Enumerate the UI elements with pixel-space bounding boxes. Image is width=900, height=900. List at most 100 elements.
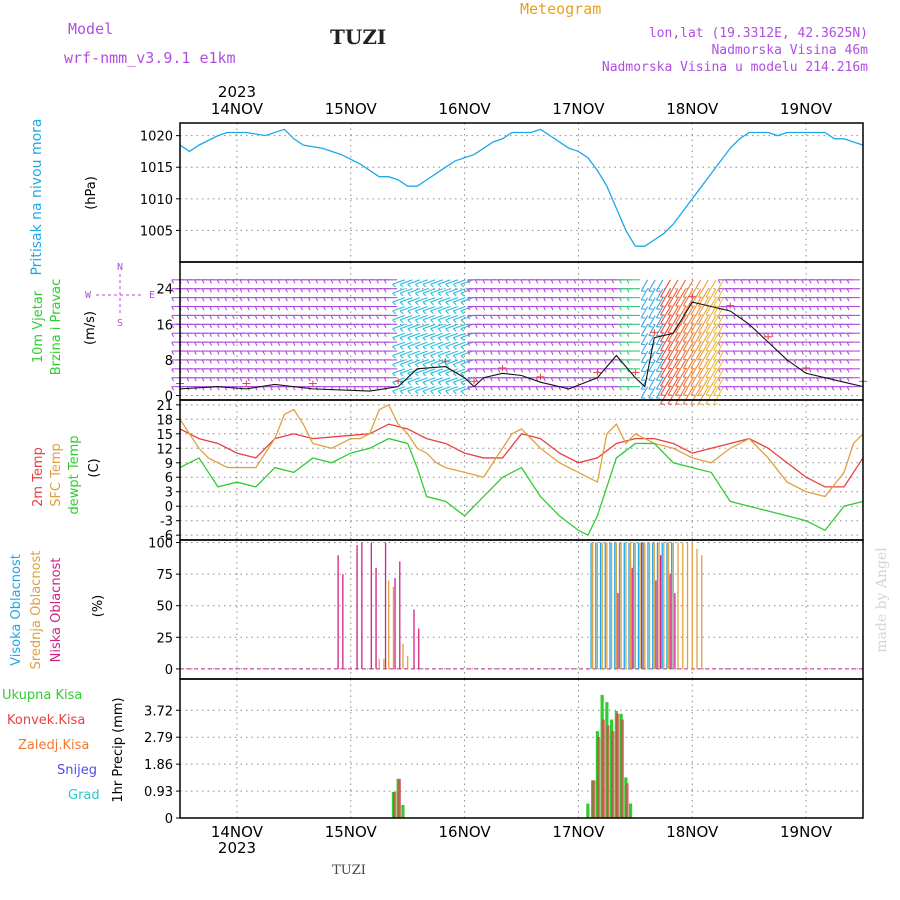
wind-barb-feather bbox=[376, 324, 379, 329]
wind-barb-feather bbox=[778, 377, 782, 382]
wind-barb-feather bbox=[565, 350, 569, 355]
wind-barb-feather bbox=[558, 341, 562, 346]
wind-barb-feather bbox=[171, 315, 175, 320]
precip-legend-hail: Grad bbox=[68, 788, 100, 803]
wind-barb bbox=[422, 332, 436, 339]
wind-barb-feather bbox=[603, 359, 607, 364]
wind-barb-feather bbox=[460, 363, 465, 368]
wind-barb-feather bbox=[368, 306, 372, 311]
wind-barb-feather bbox=[808, 341, 812, 346]
wind-barb-feather bbox=[277, 341, 281, 346]
wind-barb-feather bbox=[353, 315, 357, 320]
wind-barb bbox=[640, 332, 649, 345]
wind-barb-feather bbox=[846, 288, 850, 293]
wind-barb bbox=[437, 314, 451, 321]
wind-barb-feather bbox=[445, 301, 450, 306]
wind-barb-feather bbox=[550, 386, 554, 391]
wind-barb bbox=[705, 306, 717, 325]
wind-barb-feather bbox=[497, 359, 501, 364]
wind-barb-feather bbox=[269, 368, 273, 373]
wind-barb-feather bbox=[489, 297, 493, 302]
wind-barb-feather bbox=[247, 377, 250, 382]
wind-barb-feather bbox=[581, 332, 584, 338]
wind-barb bbox=[648, 368, 656, 381]
wind-barb-feather bbox=[482, 288, 486, 293]
wind-barb-feather bbox=[292, 332, 296, 338]
wind-barb bbox=[640, 324, 649, 336]
wind-barb-feather bbox=[732, 368, 736, 373]
wind-barb-feather bbox=[239, 279, 243, 284]
wind-barb-feather bbox=[460, 381, 465, 386]
wind-barb bbox=[453, 377, 466, 383]
wind-barb bbox=[460, 288, 474, 294]
wind-barb-feather bbox=[330, 350, 334, 355]
wind-barb-feather bbox=[231, 315, 235, 320]
wind-barb-feather bbox=[603, 377, 607, 382]
wind-barb-feather bbox=[831, 324, 835, 329]
wind-barb-feather bbox=[239, 288, 243, 293]
wind-barb-feather bbox=[755, 377, 759, 382]
wind-barb-feather bbox=[770, 368, 774, 373]
wind-barb bbox=[437, 350, 451, 357]
wind-barb-feather bbox=[338, 350, 342, 355]
wind-barb bbox=[437, 341, 451, 348]
wind-barb-feather bbox=[231, 332, 235, 338]
wind-barb-feather bbox=[338, 288, 342, 293]
wind-barb-feather bbox=[588, 359, 592, 364]
wind-barb-feather bbox=[801, 279, 804, 284]
wind-barb-feather bbox=[748, 359, 751, 364]
wind-barb-feather bbox=[368, 297, 372, 302]
wind-barb-feather bbox=[338, 368, 342, 373]
wind-barb-feather bbox=[839, 297, 842, 302]
temp-label-3: dewpt Temp bbox=[67, 435, 82, 514]
wind-barb-feather bbox=[725, 297, 729, 302]
wind-barb bbox=[400, 314, 413, 321]
wind-barb-feather bbox=[307, 279, 311, 284]
wind-barb-feather bbox=[239, 297, 243, 302]
wind-barb-feather bbox=[527, 350, 531, 355]
wind-barb-feather bbox=[323, 324, 326, 329]
wind-barb-feather bbox=[285, 297, 288, 302]
wind-barb bbox=[655, 359, 664, 372]
wind-barb-feather bbox=[558, 350, 562, 355]
wind-barb-feather bbox=[846, 350, 850, 355]
wind-barb-feather bbox=[573, 332, 577, 338]
wind-barb bbox=[682, 324, 694, 342]
wind-barb-feather bbox=[209, 341, 212, 346]
wind-barb-feather bbox=[368, 332, 372, 338]
wind-barb-feather bbox=[247, 306, 250, 311]
wind-barb-feather bbox=[839, 306, 842, 311]
wind-barb bbox=[697, 350, 709, 369]
wind-barb-feather bbox=[460, 328, 465, 332]
wind-barb-feather bbox=[581, 297, 584, 302]
wind-barb-feather bbox=[216, 350, 220, 355]
wind-barb bbox=[667, 288, 679, 307]
wind-barb bbox=[660, 368, 671, 387]
wind-barb-feather bbox=[383, 324, 387, 329]
wind-barb-feather bbox=[573, 377, 577, 382]
wind-barb bbox=[407, 288, 421, 294]
wind-barb-feather bbox=[588, 341, 592, 346]
wind-barb-feather bbox=[300, 359, 304, 364]
wind-barb-feather bbox=[770, 306, 774, 311]
wind-barb bbox=[460, 332, 474, 339]
wind-barb-feather bbox=[437, 319, 442, 324]
wind-barb-feather bbox=[360, 332, 364, 338]
wind-barb-feather bbox=[831, 332, 835, 338]
wind-barb bbox=[713, 288, 725, 307]
wind-barb-feather bbox=[596, 341, 600, 346]
wind-barb-feather bbox=[315, 368, 319, 373]
wind-barb-feather bbox=[360, 350, 364, 355]
wind-barb bbox=[660, 279, 671, 298]
wind-barb-feather bbox=[831, 315, 835, 320]
wind-barb-feather bbox=[467, 368, 471, 373]
wind-barb-feather bbox=[209, 306, 212, 311]
wind-barb bbox=[640, 386, 649, 399]
wind-barb-feather bbox=[399, 328, 404, 332]
wind-barb bbox=[682, 341, 694, 360]
wind-barb-feather bbox=[793, 306, 797, 311]
wind-barb-feather bbox=[489, 306, 493, 311]
wind-barb-feather bbox=[345, 306, 349, 311]
wind-barb bbox=[690, 306, 702, 325]
